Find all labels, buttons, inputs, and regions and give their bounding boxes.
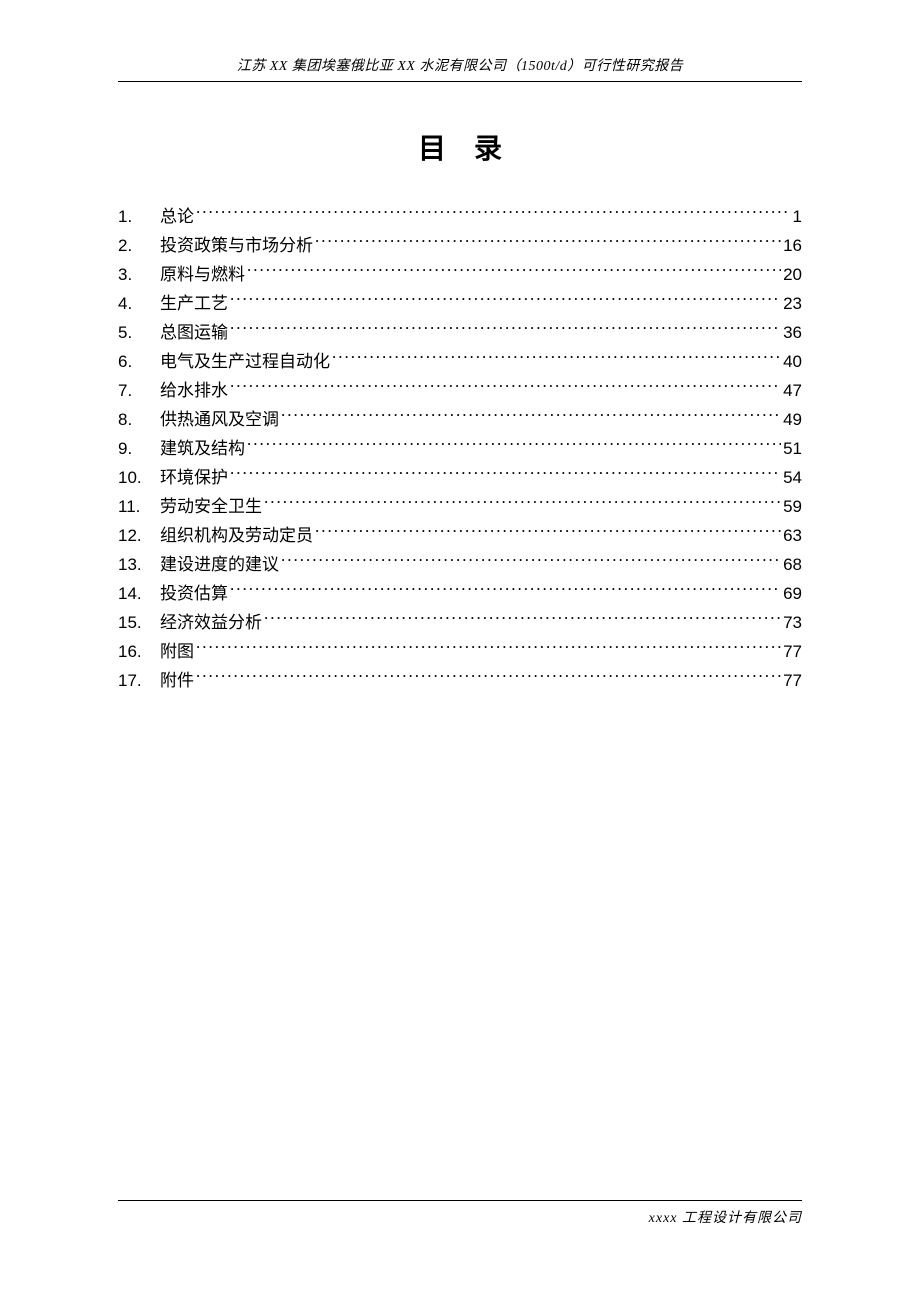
toc-entry: 16.附图 77 (118, 637, 802, 666)
toc-dots (196, 669, 781, 686)
toc-dots (264, 495, 781, 512)
toc-entry: 5.总图运输 36 (118, 318, 802, 347)
toc-dots (332, 350, 781, 367)
toc-entry-page: 68 (783, 550, 802, 579)
page-header: 江苏 XX 集团埃塞俄比亚 XX 水泥有限公司（1500t/d）可行性研究报告 (118, 55, 802, 82)
toc-entry-number: 12. (118, 521, 160, 550)
toc-dots (247, 263, 781, 280)
toc-entry-label: 生产工艺 (160, 289, 228, 318)
toc-entry-number: 14. (118, 579, 160, 608)
toc-entry: 6.电气及生产过程自动化 40 (118, 347, 802, 376)
toc-entry-label: 劳动安全卫生 (160, 492, 262, 521)
table-of-contents: 1.总论12.投资政策与市场分析163.原料与燃料204.生产工艺235.总图运… (118, 202, 802, 695)
toc-entry-label: 建筑及结构 (160, 434, 245, 463)
toc-entry-label: 建设进度的建议 (160, 550, 279, 579)
toc-entry-number: 13. (118, 550, 160, 579)
toc-entry-page: 73 (783, 608, 802, 637)
toc-entry-number: 3. (118, 260, 160, 289)
footer-text: xxxx 工程设计有限公司 (649, 1211, 802, 1226)
toc-entry-number: 11. (118, 492, 160, 521)
toc-entry-label: 原料与燃料 (160, 260, 245, 289)
toc-entry: 11.劳动安全卫生 59 (118, 492, 802, 521)
toc-entry-label: 给水排水 (160, 376, 228, 405)
toc-entry: 9.建筑及结构 51 (118, 434, 802, 463)
toc-entry-page: 1 (793, 202, 802, 231)
page-footer: xxxx 工程设计有限公司 (118, 1200, 802, 1227)
toc-entry: 7.给水排水 47 (118, 376, 802, 405)
toc-entry-page: 49 (783, 405, 802, 434)
toc-entry-number: 1. (118, 202, 160, 231)
toc-entry-label: 投资估算 (160, 579, 228, 608)
toc-title: 目录 (118, 127, 802, 167)
toc-entry: 12.组织机构及劳动定员 63 (118, 521, 802, 550)
toc-entry-page: 63 (783, 521, 802, 550)
toc-entry-page: 77 (783, 666, 802, 695)
toc-entry-number: 5. (118, 318, 160, 347)
toc-dots (230, 466, 781, 483)
toc-entry: 4.生产工艺 23 (118, 289, 802, 318)
toc-entry: 15.经济效益分析 73 (118, 608, 802, 637)
toc-entry: 13.建设进度的建议 68 (118, 550, 802, 579)
toc-dots (230, 321, 781, 338)
toc-entry-page: 23 (783, 289, 802, 318)
toc-entry-label: 附件 (160, 666, 194, 695)
toc-entry: 8.供热通风及空调 49 (118, 405, 802, 434)
toc-entry-page: 36 (783, 318, 802, 347)
toc-entry-page: 40 (783, 347, 802, 376)
toc-entry: 10.环境保护 54 (118, 463, 802, 492)
toc-entry-number: 9. (118, 434, 160, 463)
toc-entry-page: 59 (783, 492, 802, 521)
toc-entry-label: 总图运输 (160, 318, 228, 347)
toc-entry-number: 16. (118, 637, 160, 666)
toc-entry-label: 附图 (160, 637, 194, 666)
toc-entry-number: 6. (118, 347, 160, 376)
header-text: 江苏 XX 集团埃塞俄比亚 XX 水泥有限公司（1500t/d）可行性研究报告 (237, 59, 684, 74)
toc-entry-label: 投资政策与市场分析 (160, 231, 313, 260)
toc-dots (230, 582, 781, 599)
toc-dots (196, 205, 791, 222)
toc-dots (281, 553, 781, 570)
toc-entry-page: 51 (783, 434, 802, 463)
toc-dots (281, 408, 781, 425)
toc-dots (264, 611, 781, 628)
toc-entry-number: 15. (118, 608, 160, 637)
toc-entry-page: 47 (783, 376, 802, 405)
toc-entry-number: 7. (118, 376, 160, 405)
toc-entry: 14.投资估算 69 (118, 579, 802, 608)
toc-dots (315, 524, 781, 541)
toc-entry-page: 20 (783, 260, 802, 289)
toc-entry-number: 4. (118, 289, 160, 318)
toc-entry-page: 54 (783, 463, 802, 492)
toc-entry-page: 16 (783, 231, 802, 260)
toc-dots (196, 640, 781, 657)
toc-entry-number: 2. (118, 231, 160, 260)
document-page: 江苏 XX 集团埃塞俄比亚 XX 水泥有限公司（1500t/d）可行性研究报告 … (0, 0, 920, 1302)
toc-entry: 3.原料与燃料 20 (118, 260, 802, 289)
toc-entry-label: 经济效益分析 (160, 608, 262, 637)
toc-entry-number: 8. (118, 405, 160, 434)
toc-entry-number: 17. (118, 666, 160, 695)
toc-entry: 2.投资政策与市场分析 16 (118, 231, 802, 260)
toc-dots (230, 292, 781, 309)
toc-entry-label: 供热通风及空调 (160, 405, 279, 434)
toc-dots (230, 379, 781, 396)
toc-entry-number: 10. (118, 463, 160, 492)
toc-entry-label: 环境保护 (160, 463, 228, 492)
toc-entry: 1.总论 1 (118, 202, 802, 231)
toc-entry-label: 组织机构及劳动定员 (160, 521, 313, 550)
toc-entry-page: 77 (783, 637, 802, 666)
toc-dots (247, 437, 781, 454)
toc-entry-page: 69 (783, 579, 802, 608)
toc-dots (315, 234, 781, 251)
toc-entry: 17.附件 77 (118, 666, 802, 695)
toc-entry-label: 电气及生产过程自动化 (160, 347, 330, 376)
toc-entry-label: 总论 (160, 202, 194, 231)
